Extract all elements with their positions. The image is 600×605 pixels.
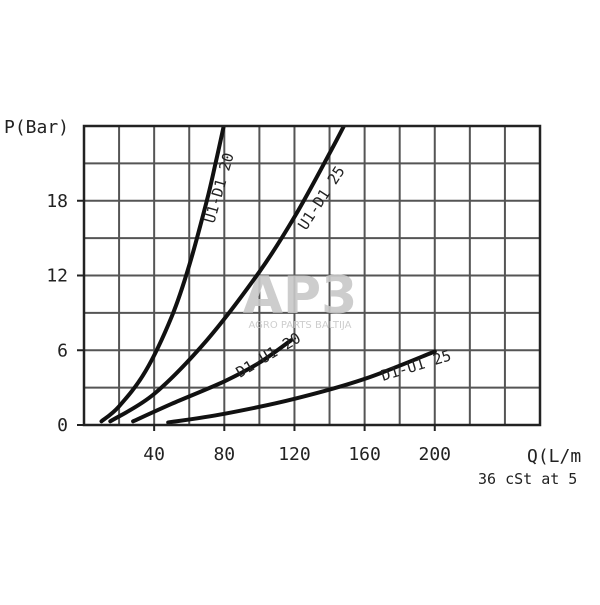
tick-labels: 40 80 120 160 200 0 6 12 18 — [46, 191, 451, 465]
series-line-2 — [108, 125, 347, 424]
y-tick-label: 12 — [46, 266, 68, 287]
series-line-3 — [131, 338, 293, 424]
x-tick-label: 120 — [278, 444, 311, 465]
series-line-4 — [166, 349, 437, 425]
grid — [84, 126, 540, 425]
y-tick-label: 6 — [57, 340, 68, 361]
x-tick-label: 80 — [213, 444, 235, 465]
viscosity-note: 36 cSt at 5 — [478, 470, 577, 488]
watermark-text: AGRO PARTS BALTIJA — [248, 320, 351, 331]
x-axis-label: Q(L/m — [527, 446, 581, 467]
curves — [99, 125, 437, 425]
watermark-logo: AP3 AGRO PARTS BALTIJA — [243, 266, 358, 331]
y-axis-label: P(Bar) — [4, 117, 69, 138]
y-tick-label: 18 — [46, 191, 68, 212]
x-tick-label: 200 — [419, 444, 452, 465]
x-tick-label: 40 — [143, 444, 165, 465]
watermark-letters: AP3 — [243, 266, 358, 326]
y-tick-label: 0 — [57, 415, 68, 436]
series-line-1 — [99, 125, 227, 424]
x-tick-label: 160 — [348, 444, 381, 465]
